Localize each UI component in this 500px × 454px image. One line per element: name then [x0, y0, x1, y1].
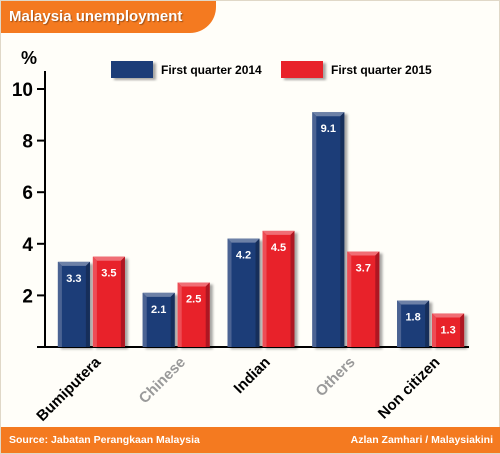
title-tab: Malaysia unemployment: [1, 1, 217, 33]
data-label: 3.7: [356, 263, 371, 275]
bar-bevel-top: [227, 238, 260, 243]
bar-bevel-top: [142, 292, 175, 297]
bar-bevel-top: [397, 300, 430, 305]
y-tick-label: 2: [22, 286, 33, 307]
bar-body: [347, 251, 380, 347]
bar-2014: [57, 261, 90, 347]
data-label: 2.5: [186, 294, 201, 306]
bar-bevel-left: [347, 251, 352, 347]
bar-body: [57, 261, 90, 347]
bar-bevel-right: [120, 256, 125, 347]
bar-bevel-top: [432, 313, 465, 318]
data-label: 2.1: [151, 304, 166, 316]
bar-bevel-left: [432, 313, 437, 347]
bar-bevel-top: [92, 256, 125, 261]
bar-body: [227, 238, 260, 347]
bar-chart: % 2 4 6 8 10 3.3 3.5 Bumiputera 2.1 2.5 Chinese 4.2 4…: [12, 48, 469, 425]
bar-body: [177, 282, 210, 347]
bar-bevel-left: [262, 230, 267, 347]
bar-bevel-left: [397, 300, 402, 347]
page-title: Malaysia unemployment: [9, 8, 183, 25]
data-label: 1.3: [440, 324, 455, 336]
bar-bevel-right: [375, 251, 380, 347]
bar-2015: [177, 282, 210, 347]
y-tick-label: 10: [12, 80, 33, 101]
bar-bevel-left: [57, 261, 62, 347]
category-label: Others: [312, 354, 358, 400]
legend-swatch-2014: [111, 61, 153, 78]
bar-2014: [397, 300, 430, 347]
bar-2014: [312, 112, 345, 347]
bar-bevel-top: [262, 230, 295, 235]
legend-swatch-2015: [281, 61, 323, 78]
bar-2015: [262, 230, 295, 347]
bar-bevel-right: [290, 230, 295, 347]
bar-bevel-top: [312, 112, 345, 117]
bar-body: [142, 292, 175, 347]
y-tick-label: 8: [22, 132, 33, 153]
bar-body: [432, 313, 465, 347]
legend-label-2015: First quarter 2015: [331, 63, 432, 77]
bar-body: [92, 256, 125, 347]
category-label: Chinese: [136, 354, 189, 407]
bar-bevel-top: [177, 282, 210, 287]
data-label: 4.5: [271, 242, 286, 254]
source-text: Source: Jabatan Perangkaan Malaysia: [9, 434, 200, 446]
credit-text: Azlan Zamhari / Malaysiakini: [350, 434, 493, 446]
y-axis-label: %: [21, 48, 37, 68]
bar-2015: [92, 256, 125, 347]
bar-bevel-left: [177, 282, 182, 347]
bar-body: [262, 230, 295, 347]
category-label: Bumiputera: [33, 353, 104, 424]
bar-bevel-top: [57, 261, 90, 266]
footer-bar: Source: Jabatan Perangkaan Malaysia Azla…: [1, 427, 500, 453]
bar-bevel-right: [255, 238, 260, 347]
category-label: Non citizen: [375, 354, 444, 423]
bar-bevel-right: [85, 261, 90, 347]
bar-bevel-left: [312, 112, 317, 347]
bar-2015: [432, 313, 465, 347]
y-tick-label: 6: [22, 183, 33, 204]
bar-2015: [347, 251, 380, 347]
data-label: 3.3: [66, 273, 81, 285]
bar-2014: [142, 292, 175, 347]
bar-bevel-left: [227, 238, 232, 347]
bar-bevel-right: [340, 112, 345, 347]
bar-bevel-right: [205, 282, 210, 347]
bar-body: [397, 300, 430, 347]
bar-2014: [227, 238, 260, 347]
data-label: 9.1: [321, 123, 336, 135]
data-label: 4.2: [236, 250, 251, 262]
bar-bevel-right: [170, 292, 175, 347]
y-tick-label: 4: [22, 235, 33, 256]
bar-bevel-left: [142, 292, 147, 347]
bar-body: [312, 112, 345, 347]
data-label: 1.8: [405, 312, 420, 324]
bar-bevel-left: [92, 256, 97, 347]
category-label: Indian: [231, 354, 274, 397]
data-label: 3.5: [101, 268, 116, 280]
bar-bevel-top: [347, 251, 380, 256]
bar-bevel-right: [425, 300, 430, 347]
legend-label-2014: First quarter 2014: [161, 63, 262, 77]
bar-bevel-right: [460, 313, 465, 347]
